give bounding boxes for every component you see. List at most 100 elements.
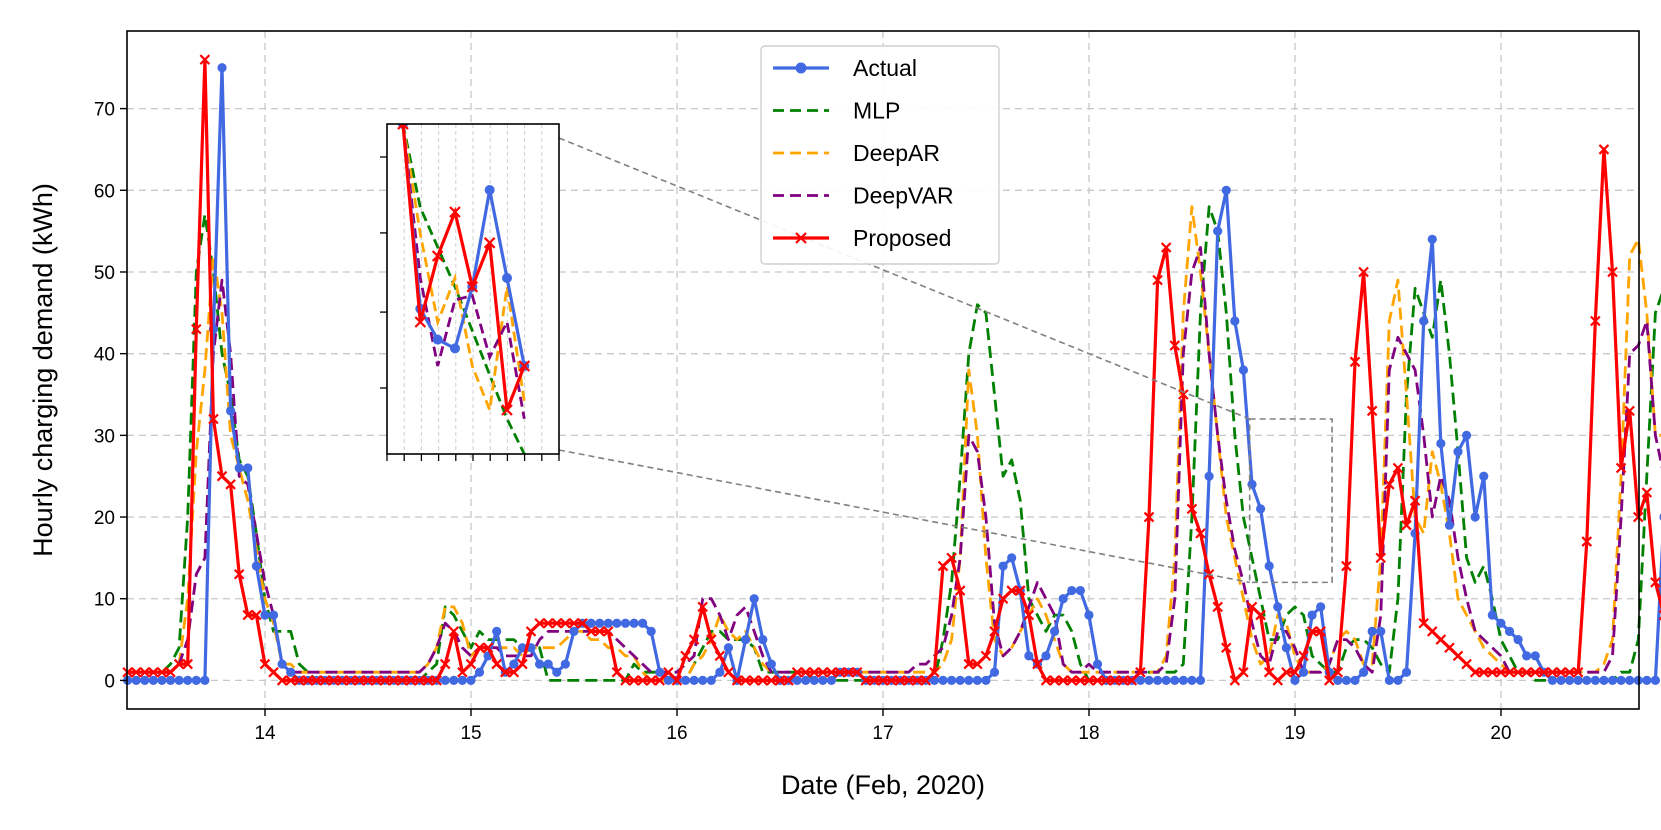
data-point xyxy=(508,666,520,678)
data-point xyxy=(1521,666,1532,678)
data-point xyxy=(603,618,613,628)
data-point xyxy=(1246,601,1258,613)
data-point xyxy=(723,643,734,653)
data-point xyxy=(216,470,228,482)
data-point xyxy=(285,675,296,686)
data-point xyxy=(439,658,451,670)
data-point xyxy=(1564,666,1575,678)
data-point xyxy=(130,666,142,678)
series-deepvar xyxy=(127,246,1661,674)
data-point xyxy=(1452,650,1464,662)
data-point xyxy=(1152,675,1163,686)
inset-point xyxy=(431,250,444,262)
data-point xyxy=(989,626,1000,637)
data-point xyxy=(217,63,227,73)
data-point xyxy=(646,626,656,636)
data-point xyxy=(920,675,932,686)
data-point xyxy=(989,667,1000,677)
data-point xyxy=(1341,675,1352,686)
data-point xyxy=(1590,675,1600,686)
data-point xyxy=(1006,585,1017,596)
data-point xyxy=(741,634,751,645)
data-point xyxy=(645,675,657,686)
data-point xyxy=(620,675,631,686)
main-series-group xyxy=(122,54,1661,686)
data-point xyxy=(345,675,357,686)
data-point xyxy=(628,675,640,686)
data-point xyxy=(1435,634,1447,645)
data-point xyxy=(277,659,287,669)
data-point xyxy=(801,675,811,686)
data-point xyxy=(663,666,674,678)
data-point xyxy=(1607,675,1618,686)
inset-point xyxy=(450,343,460,354)
data-point xyxy=(140,675,150,686)
data-point xyxy=(311,675,322,686)
data-point xyxy=(131,675,141,686)
data-point xyxy=(1238,666,1249,678)
data-point xyxy=(379,675,391,686)
data-point xyxy=(705,634,717,645)
data-point xyxy=(156,666,168,678)
x-tick-label: 18 xyxy=(1078,723,1099,744)
data-point xyxy=(1247,479,1257,489)
data-point xyxy=(774,675,786,686)
data-point xyxy=(1384,479,1395,490)
data-point xyxy=(251,561,261,571)
data-point xyxy=(1152,274,1163,286)
data-point xyxy=(1496,618,1506,628)
data-point xyxy=(1522,651,1532,661)
data-point xyxy=(758,634,768,645)
data-point xyxy=(260,610,270,620)
data-point xyxy=(808,666,820,678)
data-point xyxy=(688,634,700,645)
data-point xyxy=(542,617,554,629)
data-point xyxy=(809,675,819,686)
data-point xyxy=(1504,626,1515,636)
data-point xyxy=(1366,405,1378,417)
data-point xyxy=(165,675,176,686)
legend-item-deepar: DeepAR xyxy=(773,140,940,166)
data-point xyxy=(817,666,829,678)
data-point xyxy=(947,675,957,686)
data-point xyxy=(834,666,846,678)
data-point xyxy=(1170,675,1180,686)
data-point xyxy=(1376,626,1386,636)
data-point xyxy=(560,617,571,629)
inset-point xyxy=(502,273,512,283)
data-point xyxy=(1204,471,1214,481)
data-point xyxy=(1049,675,1060,686)
data-point xyxy=(1298,650,1309,662)
data-point xyxy=(422,675,434,686)
legend-item-deepvar: DeepVAR xyxy=(773,183,954,209)
data-point xyxy=(894,675,906,686)
inset-point xyxy=(432,334,443,345)
data-point xyxy=(1144,675,1154,686)
data-point xyxy=(594,626,605,637)
data-point xyxy=(929,666,940,678)
data-point xyxy=(1067,585,1077,596)
x-axis-title: Date (Feb, 2020) xyxy=(781,770,985,800)
data-point xyxy=(1007,553,1017,563)
data-point xyxy=(482,642,494,654)
data-point xyxy=(1350,675,1360,686)
data-point xyxy=(1419,316,1429,326)
data-point xyxy=(148,675,158,686)
data-point xyxy=(1453,447,1463,457)
data-point xyxy=(431,675,442,686)
data-point xyxy=(1426,626,1438,637)
data-point xyxy=(225,479,236,490)
data-point xyxy=(500,666,511,678)
data-point xyxy=(937,560,949,572)
data-point xyxy=(1367,626,1377,636)
data-point xyxy=(826,675,837,686)
zoom-connector xyxy=(558,137,1250,420)
data-point xyxy=(1479,471,1489,481)
y-axis-title: Hourly charging demand (kWh) xyxy=(28,183,58,557)
data-point xyxy=(818,675,828,686)
data-point xyxy=(689,675,699,686)
data-point xyxy=(1143,511,1155,523)
data-point xyxy=(1650,675,1661,686)
x-tick-label: 15 xyxy=(460,723,481,744)
data-point xyxy=(440,675,450,686)
